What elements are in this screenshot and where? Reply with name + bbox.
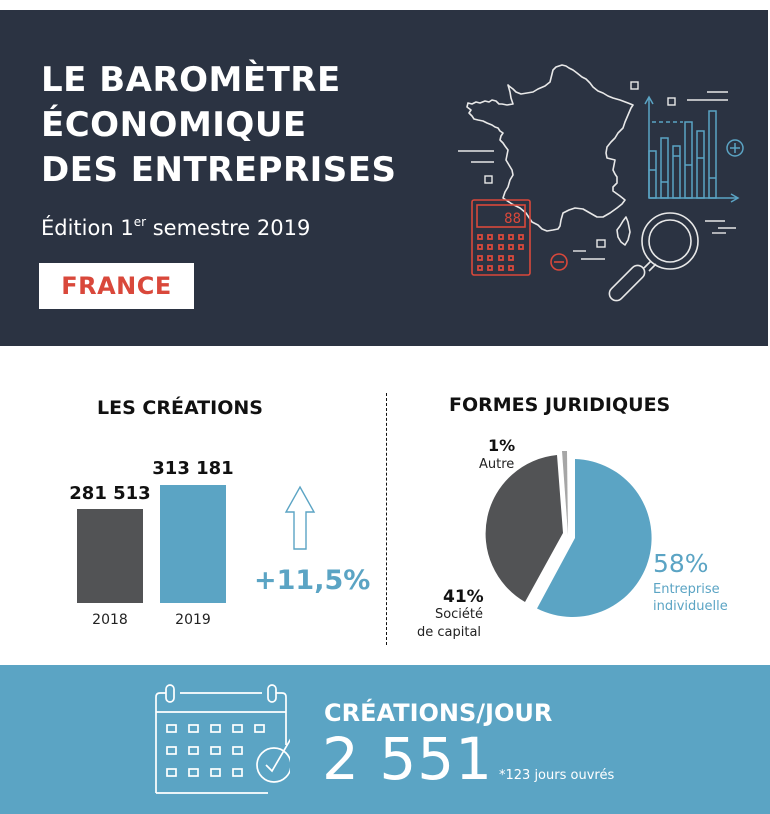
formes-title: FORMES JURIDIQUES — [449, 394, 671, 416]
pie-label-line: Société — [434, 607, 483, 622]
bar-chart-icon — [644, 95, 740, 203]
bar-value-2019: 313 181 — [152, 458, 234, 479]
pie-label-entreprise: Entreprise individuelle — [653, 581, 728, 615]
page-title: LE BAROMÈTRE ÉCONOMIQUE DES ENTREPRISES — [41, 58, 397, 193]
pie-pct-entreprise: 58% — [653, 549, 709, 578]
creations-title: LES CRÉATIONS — [97, 397, 263, 419]
pie-label-line: Entreprise — [653, 582, 720, 597]
calculator-icon: 88 — [471, 199, 531, 276]
growth-percentage: +11,5% — [254, 565, 371, 596]
calculator-keys — [477, 234, 524, 271]
title-line: LE BAROMÈTRE — [41, 60, 341, 100]
title-line: ÉCONOMIQUE — [41, 105, 307, 145]
bar-value-2018: 281 513 — [69, 483, 151, 504]
edition-prefix: Édition 1 — [41, 216, 134, 240]
pie-chart — [485, 451, 652, 617]
minus-circle-icon — [550, 253, 568, 271]
bar-2018 — [77, 509, 143, 603]
magnifier-icon — [608, 212, 699, 302]
bar-label-2019: 2019 — [175, 612, 211, 628]
pie-label-line: individuelle — [653, 599, 728, 614]
footer-title: CRÉATIONS/JOUR — [324, 699, 553, 727]
country-badge: FRANCE — [39, 263, 194, 309]
arrow-up-icon — [284, 485, 316, 550]
france-map-icon — [466, 64, 634, 246]
section-divider — [386, 393, 387, 645]
pie-label-societe-line2: de capital — [417, 625, 482, 640]
edition-ordinal: er — [133, 215, 147, 229]
header-illustration: 88 — [458, 64, 744, 302]
creations-per-day-value: 2 551 — [322, 725, 494, 793]
calendar-check-icon — [155, 684, 290, 794]
title-line: DES ENTREPRISES — [41, 150, 397, 190]
pie-pct-societe: 41% — [443, 587, 484, 607]
plus-circle-icon — [726, 139, 744, 157]
bar-2019 — [160, 485, 226, 603]
bar-label-2018: 2018 — [92, 612, 128, 628]
decorative-lines — [458, 81, 736, 260]
footer-banner — [0, 665, 770, 814]
pie-slice-societe-de-capital — [485, 455, 563, 602]
footer-footnote: *123 jours ouvrés — [499, 768, 615, 783]
pie-label-autre: Autre — [479, 457, 515, 472]
edition-suffix: semestre 2019 — [146, 216, 311, 240]
svg-text:88: 88 — [504, 211, 521, 227]
pie-pct-autre: 1% — [488, 436, 516, 455]
edition-subtitle: Édition 1er semestre 2019 — [41, 215, 310, 240]
pie-slice-entreprise-individuelle — [537, 459, 652, 617]
pie-label-societe: Société — [433, 606, 483, 623]
pie-slice-autre — [562, 451, 568, 535]
